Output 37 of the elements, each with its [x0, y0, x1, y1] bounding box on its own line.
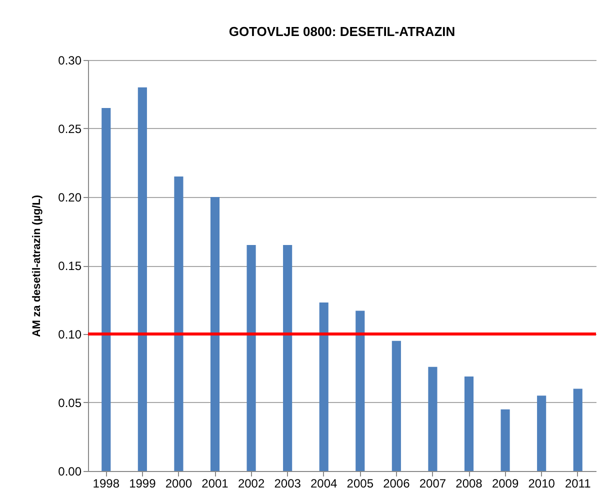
y-tick-label: 0.25: [58, 122, 82, 136]
bar: [392, 340, 401, 471]
bar: [356, 310, 365, 471]
bar: [283, 244, 292, 471]
bar: [210, 197, 220, 471]
bar: [537, 396, 546, 471]
bar: [500, 409, 510, 471]
bar: [428, 366, 438, 471]
bar: [573, 388, 582, 471]
x-tick-label: 2006: [383, 476, 410, 490]
x-tick-label: 1998: [92, 476, 120, 490]
y-tick-label: 0.15: [58, 259, 82, 273]
y-tick-label: 0.05: [58, 396, 82, 410]
x-tick-label: 2010: [528, 476, 556, 490]
x-tick-label: 2009: [492, 476, 519, 490]
y-tick-label: 0.10: [58, 328, 82, 342]
y-tick-label: 0.30: [58, 54, 82, 68]
y-tick-label: 0.20: [58, 190, 82, 204]
x-tick-label: 2004: [310, 476, 338, 490]
x-tick-label: 2008: [456, 476, 483, 490]
bar: [464, 376, 474, 471]
x-tick-label: 2002: [238, 476, 265, 490]
chart-title: GOTOVLJE 0800: DESETIL-ATRAZIN: [228, 24, 456, 39]
y-axis-title: AM za desetil-atrazin (µg/L): [31, 194, 44, 338]
x-tick-label: 2001: [202, 476, 229, 490]
bar: [246, 244, 256, 471]
x-tick-label: 2000: [165, 476, 192, 490]
x-tick-label: 2005: [346, 476, 374, 490]
x-tick-label: 2011: [564, 476, 592, 490]
x-tick-label: 2007: [419, 476, 446, 490]
bar: [174, 176, 184, 471]
x-tick-label: 2003: [274, 476, 302, 490]
x-tick-label: 1999: [129, 476, 156, 490]
bar: [138, 87, 147, 471]
bar: [319, 302, 328, 471]
y-tick-label: 0.00: [58, 464, 82, 478]
bar: [102, 108, 111, 471]
